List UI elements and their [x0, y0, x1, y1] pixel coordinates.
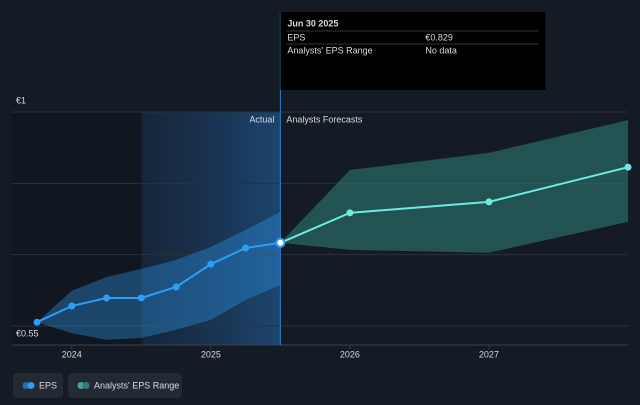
- eps-point: [275, 237, 286, 248]
- forecast-label: Analysts Forecasts: [286, 114, 363, 124]
- eps-point: [33, 318, 41, 326]
- past-region: [12, 112, 142, 345]
- tooltip: [280, 12, 546, 90]
- eps-point: [137, 294, 145, 302]
- legend-item[interactable]: EPS: [13, 373, 63, 398]
- tooltip-label: Analysts' EPS Range: [287, 45, 372, 55]
- tooltip-value: No data: [425, 45, 457, 55]
- tooltip-label: EPS: [287, 32, 305, 42]
- eps-band: [37, 211, 281, 340]
- range-band: [280, 120, 628, 253]
- forecast-line: [279, 166, 629, 244]
- y-tick-label: €1: [16, 95, 26, 105]
- x-tick-label: 2024: [62, 349, 82, 359]
- eps-point: [242, 244, 250, 252]
- legend-button: [13, 373, 63, 398]
- x-tick-label: 2027: [479, 349, 499, 359]
- legend-item[interactable]: Analysts' EPS Range: [68, 373, 182, 398]
- legend-swatch: [82, 382, 90, 389]
- forecast-point: [346, 209, 354, 217]
- highlight-region: [141, 112, 281, 345]
- x-tick-label: 2025: [201, 349, 221, 359]
- tooltip-value: €0.829: [425, 32, 453, 42]
- actual-label: Actual: [249, 114, 274, 124]
- legend-swatch: [27, 382, 35, 389]
- eps-point: [207, 260, 215, 268]
- forecast-point: [485, 198, 493, 206]
- eps-point: [172, 283, 180, 291]
- legend-label: EPS: [39, 380, 57, 390]
- x-tick-label: 2026: [340, 349, 360, 359]
- eps-line: [36, 241, 281, 324]
- legend-label: Analysts' EPS Range: [94, 380, 179, 390]
- legend-button: [68, 373, 182, 398]
- y-tick-label: €0.55: [16, 328, 39, 338]
- tooltip-date: Jun 30 2025: [287, 18, 338, 28]
- forecast-point: [624, 163, 632, 171]
- eps-point: [68, 302, 76, 310]
- eps-point: [103, 294, 111, 302]
- legend-swatch: [22, 382, 30, 389]
- legend-swatch: [77, 382, 85, 389]
